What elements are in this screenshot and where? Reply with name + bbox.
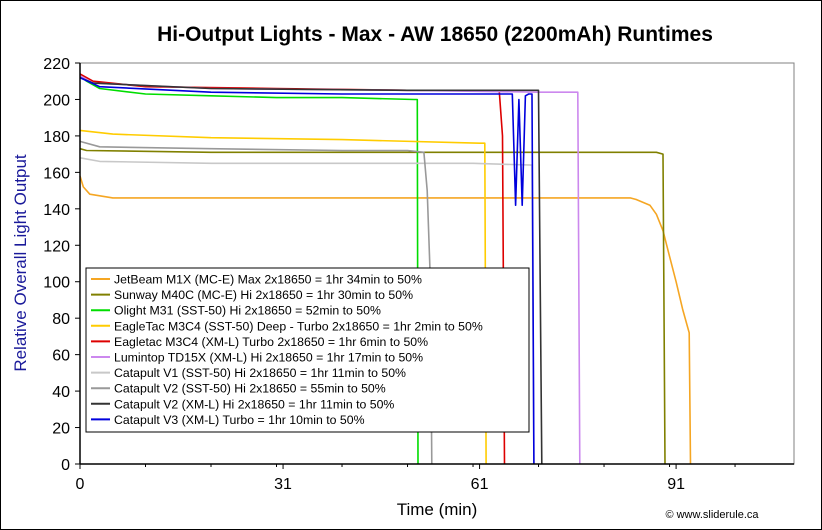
- legend-label: EagleTac M3C4 (SST-50) Deep - Turbo 2x18…: [114, 319, 483, 333]
- y-axis-label: Relative Overall Light Output: [11, 154, 30, 372]
- x-axis-label: Time (min): [397, 500, 478, 519]
- ticks-layer: 0 20 40 60 80 100 120 140 160 180 200 220 0 31 61 91: [43, 56, 736, 493]
- y-tick-label: 120: [43, 238, 70, 255]
- legend-label: Catapult V1 (SST-50) Hi 2x18650 = 1hr 11…: [114, 366, 406, 380]
- legend-label: Lumintop TD15X (XM-L) Hi 2x18650 = 1hr 1…: [114, 351, 423, 365]
- legend-label: Catapult V3 (XM-L) Turbo = 1hr 10min to …: [114, 413, 365, 427]
- y-tick-label: 0: [61, 457, 70, 474]
- axes-layer: [79, 63, 794, 465]
- y-tick-label: 180: [43, 129, 70, 146]
- series-line-4: [79, 129, 487, 465]
- y-tick-label: 140: [43, 202, 70, 219]
- y-tick-label: 160: [43, 165, 70, 182]
- y-tick-label: 60: [52, 348, 70, 365]
- x-tick-label: 91: [667, 476, 685, 493]
- legend-label: Catapult V2 (XM-L) Hi 2x18650 = 1hr 11mi…: [114, 397, 394, 411]
- y-tick-label: 220: [43, 56, 70, 73]
- legend-label: Olight M31 (SST-50) Hi 2x18650 = 52min t…: [114, 304, 381, 318]
- series-line-8: [79, 140, 433, 465]
- y-tick-label: 40: [52, 384, 70, 401]
- y-tick-label: 200: [43, 92, 70, 109]
- credit-text: © www.sliderule.ca: [665, 509, 759, 521]
- legend-label: Eagletac M3C4 (XM-L) Turbo 2x18650 = 1hr…: [114, 335, 428, 349]
- y-tick-label: 20: [52, 421, 70, 438]
- series-line-10: [79, 76, 535, 465]
- x-tick-label: 0: [76, 476, 85, 493]
- y-tick-label: 80: [52, 311, 70, 328]
- legend-box: [85, 267, 530, 433]
- series-layer: [79, 73, 692, 465]
- series-line-1: [79, 175, 692, 465]
- legend-label: Sunway M40C (MC-E) Hi 2x18650 = 1hr 30mi…: [114, 288, 413, 302]
- x-tick-label: 31: [274, 476, 292, 493]
- series-line-3: [79, 75, 419, 465]
- legend-label: JetBeam M1X (MC-E) Max 2x18650 = 1hr 34m…: [114, 273, 422, 287]
- chart-title: Hi-Output Lights - Max - AW 18650 (2200m…: [157, 23, 713, 46]
- legend: JetBeam M1X (MC-E) Max 2x18650 = 1hr 34m…: [85, 267, 530, 433]
- series-line-2: [79, 147, 666, 465]
- x-tick-label: 61: [471, 476, 489, 493]
- y-tick-label: 100: [43, 275, 70, 292]
- legend-label: Catapult V2 (SST-50) Hi 2x18650 = 55min …: [114, 382, 386, 396]
